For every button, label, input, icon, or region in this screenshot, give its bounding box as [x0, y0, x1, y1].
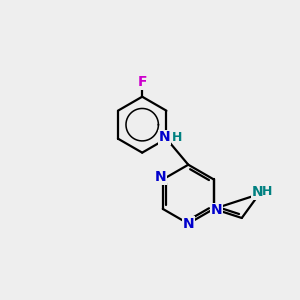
Text: F: F [137, 75, 147, 89]
Text: H: H [172, 131, 182, 144]
Text: N: N [154, 170, 166, 184]
Text: H: H [262, 185, 272, 198]
Text: N: N [159, 130, 171, 144]
Text: N: N [210, 203, 222, 218]
Text: N: N [252, 185, 263, 199]
Text: N: N [182, 217, 194, 231]
